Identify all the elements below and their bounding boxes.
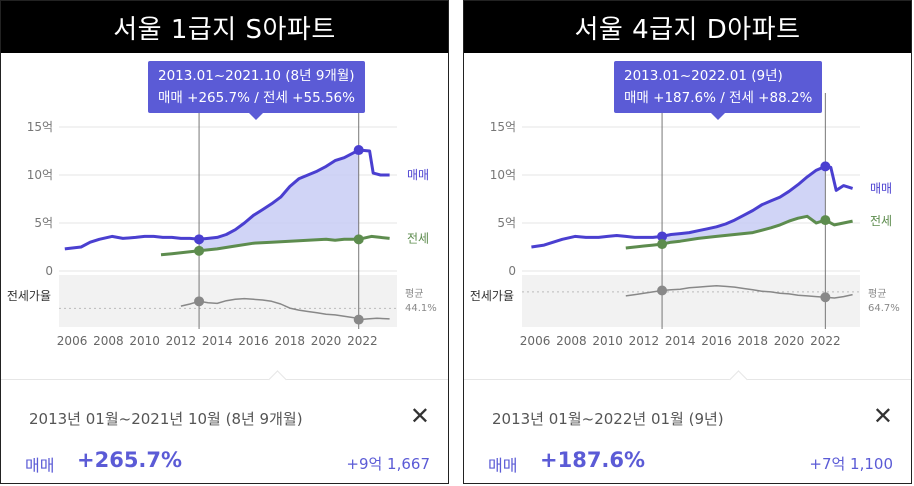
x-tick-label: 2010 (592, 334, 623, 348)
ratio-marker (353, 314, 364, 325)
summary-label: 매매 (25, 456, 55, 475)
close-icon[interactable]: ✕ (872, 402, 893, 430)
jeonse-marker (194, 245, 205, 256)
ratio-band (522, 275, 860, 327)
jeonse-marker (353, 234, 364, 245)
ratio-label: 전세가율 (7, 289, 51, 303)
summary-amount: +7억 1,100 (809, 455, 893, 473)
x-tick-label: 2006 (520, 334, 551, 348)
summary-label: 매매 (488, 456, 518, 475)
x-tick-label: 2008 (556, 334, 587, 348)
range-tooltip: 2013.01~2021.10 (8년 9개월) 매매 +265.7% / 전세… (148, 61, 365, 120)
summary-amount: +9억 1,667 (346, 455, 430, 473)
sale-marker (353, 145, 364, 156)
tooltip-change: 매매 +265.7% / 전세 +55.56% (158, 90, 355, 106)
summary-footer: 2013년 01월~2022년 01월 (9년) ✕ 매매 +187.6% +7… (464, 370, 911, 486)
price-chart[interactable]: 15억 10억 5억 0 전세가율 평균 64.7% 2006 2008 2010 2012 2014… (464, 53, 911, 379)
x-tick-label: 2018 (275, 334, 306, 348)
x-tick-label: 2008 (93, 334, 124, 348)
jeonse-marker (657, 239, 668, 250)
ratio-average-value: 64.7% (868, 303, 900, 314)
tooltip-change: 매매 +187.6% / 전세 +88.2% (624, 90, 813, 106)
price-chart[interactable]: 15억 10억 5억 0 전세가율 평균 44.1% 2006 2008 2010 2012 2014… (1, 53, 448, 379)
y-tick-label: 0 (508, 264, 516, 278)
ratio-marker (657, 285, 668, 296)
sale-marker (194, 234, 205, 245)
highlight-area (662, 166, 826, 245)
sale-marker (657, 231, 668, 242)
summary-period: 2013년 01월~2022년 01월 (9년) (492, 410, 724, 428)
x-tick-label: 2010 (129, 334, 160, 348)
sale-marker (820, 161, 831, 172)
range-tooltip: 2013.01~2022.01 (9년) 매매 +187.6% / 전세 +88… (614, 61, 823, 120)
jeonse-marker (820, 215, 831, 226)
panel-title: 서울 4급지 D아파트 (464, 1, 911, 53)
summary-footer: 2013년 01월~2021년 10월 (8년 9개월) ✕ 매매 +265.7… (1, 370, 448, 486)
chart-panel-right: 서울 4급지 D아파트 15억 10억 5억 0 전세가율 평균 64.7% 2006 2008… (463, 0, 912, 484)
x-tick-label: 2012 (629, 334, 660, 348)
x-tick-label: 2022 (347, 334, 378, 348)
series-label-sale: 매매 (870, 181, 892, 195)
x-tick-label: 2020 (311, 334, 342, 348)
panel-title: 서울 1급지 S아파트 (1, 1, 448, 53)
tooltip-period: 2013.01~2022.01 (9년) (624, 68, 783, 84)
highlight-area (199, 150, 359, 251)
y-tick-label: 5억 (34, 216, 53, 230)
ratio-label: 전세가율 (470, 289, 514, 303)
x-tick-label: 2018 (738, 334, 769, 348)
series-label-jeonse: 전세 (870, 214, 892, 228)
y-tick-label: 15억 (27, 120, 53, 134)
y-tick-label: 10억 (27, 168, 53, 182)
x-tick-label: 2016 (701, 334, 732, 348)
close-icon[interactable]: ✕ (409, 402, 430, 430)
x-tick-label: 2014 (665, 334, 696, 348)
summary-value: +187.6% (540, 448, 646, 472)
y-tick-label: 15억 (490, 120, 516, 134)
ratio-marker (820, 292, 831, 303)
x-tick-label: 2020 (774, 334, 805, 348)
x-tick-label: 2022 (810, 334, 841, 348)
series-label-sale: 매매 (407, 168, 429, 182)
y-tick-label: 0 (45, 264, 53, 278)
series-line-sale (531, 164, 854, 249)
series-line-sale (64, 148, 390, 251)
x-tick-label: 2006 (57, 334, 88, 348)
series-label-jeonse: 전세 (407, 231, 429, 245)
chart-panel-left: 서울 1급지 S아파트 15억 10억 5억 0 전세가율 평균 44.1% 2006 2008… (0, 0, 449, 484)
x-tick-label: 2016 (238, 334, 269, 348)
ratio-average-value: 44.1% (405, 303, 437, 314)
ratio-marker (194, 296, 205, 307)
y-tick-label: 10억 (490, 168, 516, 182)
ratio-average-label: 평균 (405, 288, 423, 300)
summary-period: 2013년 01월~2021년 10월 (8년 9개월) (29, 410, 303, 428)
x-tick-label: 2014 (202, 334, 233, 348)
tooltip-period: 2013.01~2021.10 (8년 9개월) (158, 68, 355, 84)
ratio-average-label: 평균 (868, 288, 886, 300)
summary-value: +265.7% (77, 448, 183, 472)
x-tick-label: 2012 (166, 334, 197, 348)
y-tick-label: 5억 (497, 216, 516, 230)
